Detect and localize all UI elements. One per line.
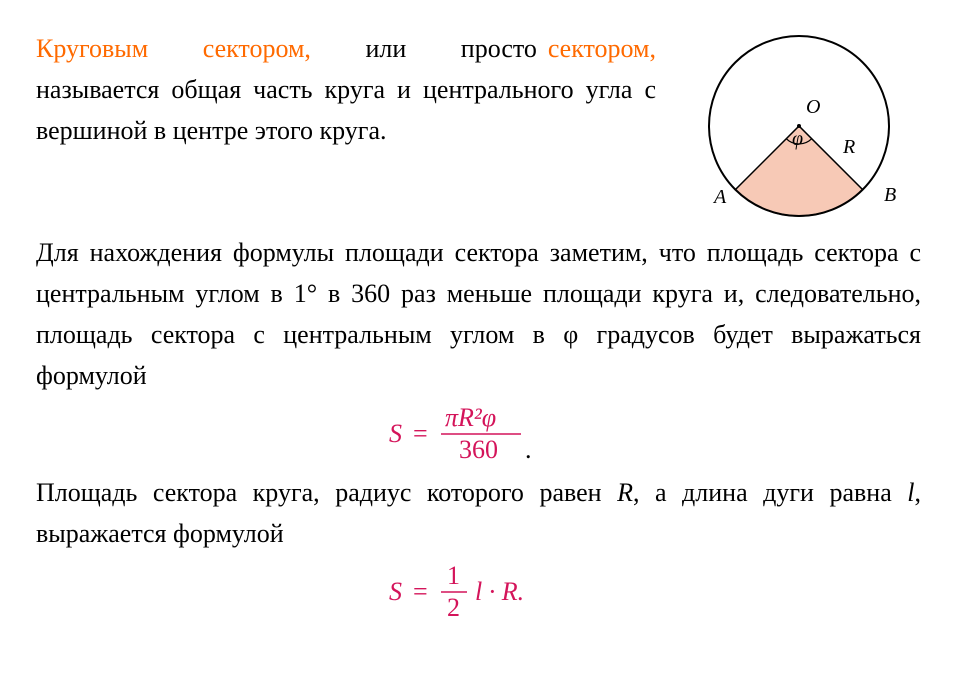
f1-period: . (525, 435, 532, 464)
label-R: R (843, 136, 855, 159)
label-A: A (714, 186, 726, 209)
f2-tail: l · R. (475, 577, 524, 606)
f1-eq: = (413, 419, 428, 448)
term-word-1: Круговым (36, 34, 148, 63)
label-phi: φ (792, 128, 803, 151)
term-word-3: сектором, (548, 34, 656, 63)
f2-denominator: 2 (447, 593, 460, 622)
def-join-2: просто (461, 34, 537, 63)
label-O: O (806, 96, 820, 119)
formula-2: S = 1 2 l · R. (389, 560, 569, 624)
f2-lhs: S (389, 577, 402, 606)
sector-diagram: O φ R A B (684, 28, 914, 228)
explanation-paragraph-2: Площадь сектора круга, радиус которого р… (36, 472, 921, 554)
f1-lhs: S (389, 419, 402, 448)
f2-eq: = (413, 577, 428, 606)
para2-pre: Площадь сектора круга, радиус которого р… (36, 478, 617, 507)
f1-numerator: πR²φ (445, 403, 496, 432)
formula-2-row: S = 1 2 l · R. (36, 560, 921, 624)
formula-1: S = πR²φ 360 . (389, 402, 569, 466)
definition-paragraph: Круговым сектором, или просто сектором, … (36, 28, 656, 151)
term-word-2: сектором, (203, 34, 311, 63)
label-B: B (884, 184, 896, 207)
def-rest: называется общая часть круга и центральн… (36, 75, 656, 145)
para2-mid: , а длина дуги равна (633, 478, 907, 507)
top-row: Круговым сектором, или просто сектором, … (36, 28, 921, 228)
page-root: Круговым сектором, или просто сектором, … (0, 0, 957, 696)
def-join-1: или (365, 34, 406, 63)
f1-denominator: 360 (459, 435, 498, 464)
para2-l: l (907, 478, 914, 507)
formula-1-row: S = πR²φ 360 . (36, 402, 921, 466)
para2-R: R (617, 478, 633, 507)
f2-numerator: 1 (447, 561, 460, 590)
explanation-paragraph-1: Для нахождения формулы площади сектора з… (36, 232, 921, 396)
